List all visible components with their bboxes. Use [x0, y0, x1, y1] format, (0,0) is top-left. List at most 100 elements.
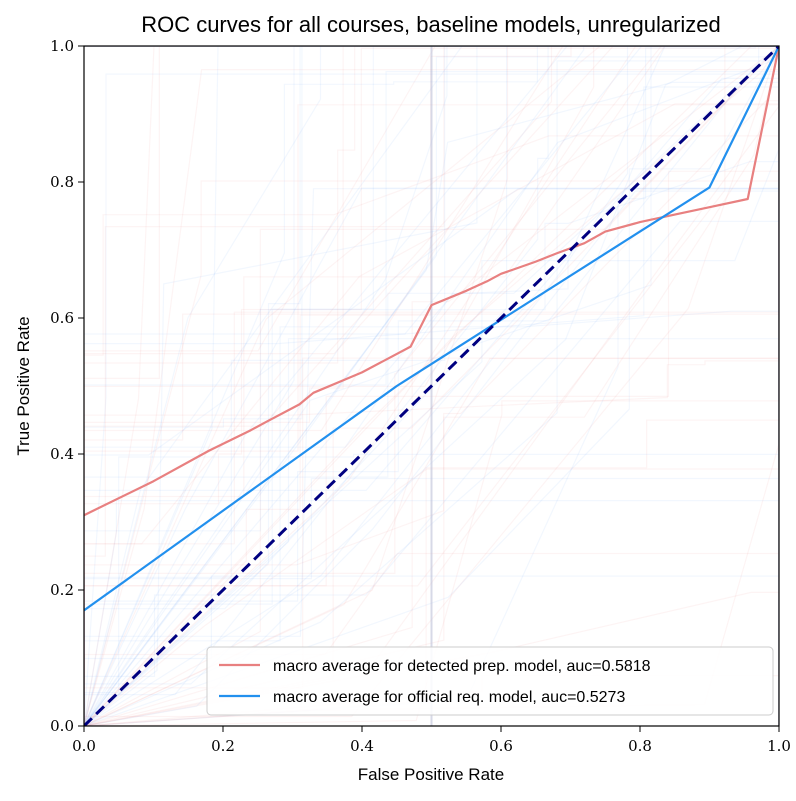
background-curve — [84, 46, 779, 726]
background-curve — [84, 46, 779, 726]
background-curve — [84, 46, 779, 726]
background-curve — [84, 46, 779, 726]
x-tick-label: 0.8 — [628, 737, 652, 755]
background-curve — [84, 46, 779, 726]
background-curve — [84, 46, 779, 726]
background-curve — [84, 46, 779, 726]
background-curve — [84, 46, 779, 726]
y-tick-label: 0.8 — [50, 173, 74, 191]
y-tick-label: 1.0 — [50, 37, 74, 55]
background-curve — [84, 46, 779, 726]
background-curve — [84, 46, 779, 726]
background-curve — [84, 46, 779, 726]
legend-box — [206, 646, 774, 716]
background-curve — [84, 46, 779, 726]
background-curve — [84, 46, 779, 726]
background-curve — [84, 46, 779, 726]
y-tick-label: 0.6 — [50, 309, 74, 327]
background-curve — [84, 46, 779, 726]
x-tick-label: 1.0 — [767, 737, 791, 755]
series-lines — [84, 46, 779, 726]
y-tick-label: 0.0 — [50, 717, 74, 735]
background-curve — [84, 46, 779, 726]
background-curve — [84, 46, 779, 726]
background-curve — [84, 46, 779, 726]
background-curve — [84, 46, 779, 726]
y-tick-label: 0.2 — [50, 581, 74, 599]
background-curve — [84, 46, 779, 726]
background-curve — [84, 46, 779, 726]
background-curve — [84, 46, 779, 726]
background-curve — [84, 46, 779, 726]
background-curve — [84, 46, 779, 726]
background-curve — [84, 46, 779, 726]
background-curve — [84, 46, 779, 726]
background-curve — [84, 46, 779, 726]
background-curve — [84, 46, 779, 726]
background-curve — [84, 46, 779, 726]
x-tick-label: 0.2 — [211, 737, 235, 755]
background-curve — [84, 46, 779, 726]
background-curve — [84, 46, 779, 726]
background-curve — [84, 46, 779, 726]
background-curve — [84, 46, 779, 726]
background-curve — [84, 46, 779, 726]
x-axis-label: False Positive Rate — [358, 765, 504, 784]
background-curve — [84, 46, 779, 726]
background-curve — [84, 46, 779, 726]
background-curve — [84, 46, 779, 726]
background-curve — [84, 46, 779, 726]
background-curve — [84, 46, 779, 726]
background-curve — [84, 46, 779, 726]
plot-frame — [83, 45, 780, 727]
background-curve — [84, 46, 779, 726]
y-tick-label: 0.4 — [50, 445, 74, 463]
legend-entry-detected-prep: macro average for detected prep. model, … — [273, 658, 651, 675]
background-curve — [84, 46, 779, 726]
background-curve — [84, 46, 779, 726]
series-line-1 — [84, 46, 779, 612]
background-curve — [84, 46, 779, 726]
x-tick-label: 0.4 — [350, 737, 374, 755]
background-curve — [84, 46, 779, 726]
background-curve — [84, 46, 779, 726]
background-curve — [84, 46, 779, 726]
background-curve — [84, 46, 779, 726]
y-axis-ticks: 0.0 0.2 0.4 0.6 0.8 1.0 — [50, 37, 84, 735]
x-axis-ticks: 0.0 0.2 0.4 0.6 0.8 1.0 — [72, 726, 791, 755]
background-curve — [84, 46, 779, 726]
background-curve — [84, 46, 779, 726]
background-curve — [84, 46, 779, 726]
legend: macro average for detected prep. model, … — [206, 646, 774, 716]
background-curve — [84, 46, 779, 726]
background-curve — [84, 46, 779, 726]
x-tick-label: 0.0 — [72, 737, 96, 755]
background-curve — [84, 46, 779, 726]
background-curve — [84, 46, 779, 726]
background-curve — [84, 46, 779, 726]
background-curve — [84, 46, 779, 726]
background-curve — [84, 46, 779, 726]
background-curve — [84, 46, 779, 726]
series-line-0 — [84, 46, 779, 517]
background-curve — [84, 46, 779, 726]
background-curve — [84, 46, 779, 726]
background-curve — [84, 46, 779, 726]
background-curve — [84, 46, 779, 726]
chart-title: ROC curves for all courses, baseline mod… — [141, 12, 721, 37]
background-curve — [84, 46, 779, 726]
background-curve — [84, 46, 779, 726]
background-curve — [84, 46, 779, 726]
y-axis-label: True Positive Rate — [14, 316, 33, 455]
background-curve — [84, 46, 779, 726]
background-curve — [84, 46, 779, 726]
legend-entry-official-req: macro average for official req. model, a… — [273, 689, 625, 706]
background-curve — [84, 46, 779, 726]
background-curve — [84, 46, 779, 726]
background-curve — [84, 46, 779, 726]
chance-diagonal-line — [84, 46, 779, 726]
x-tick-label: 0.6 — [489, 737, 513, 755]
background-curve — [84, 46, 779, 726]
background-curve — [84, 46, 779, 726]
